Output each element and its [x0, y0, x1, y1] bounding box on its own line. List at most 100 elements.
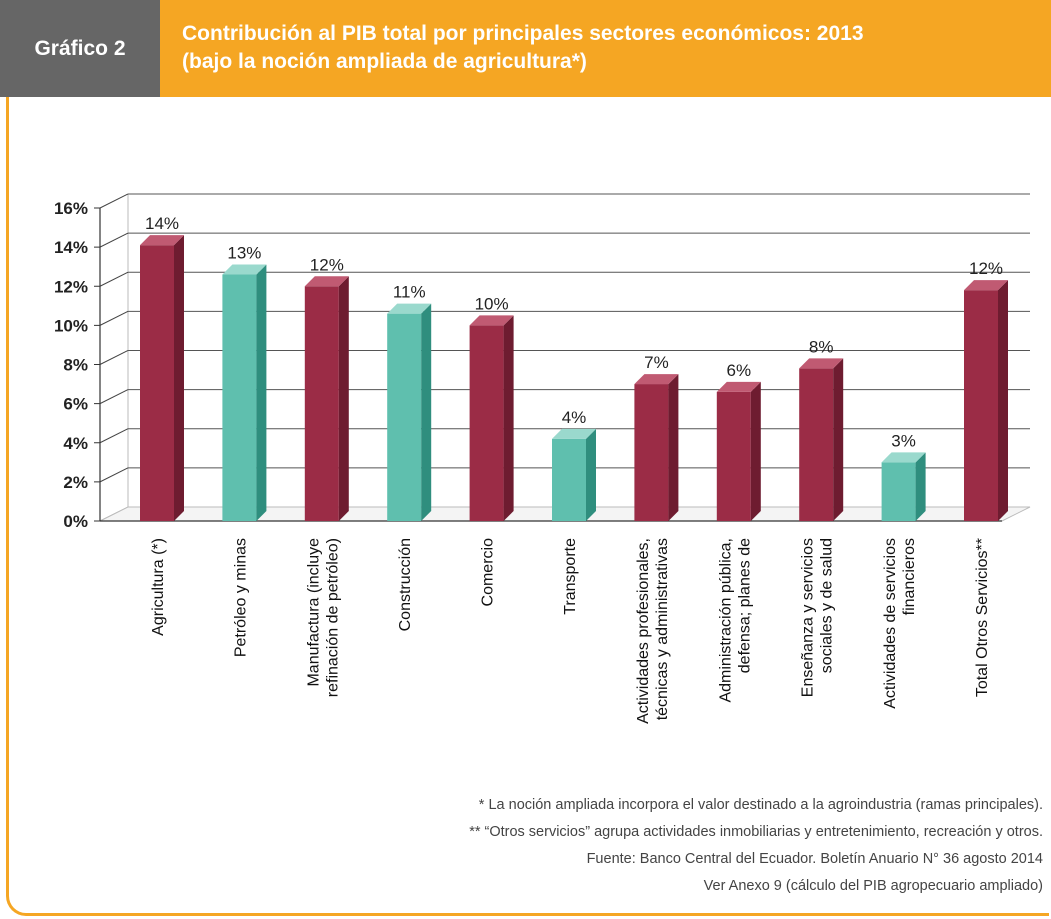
bar	[881, 462, 916, 521]
bar	[716, 391, 751, 521]
bar-top	[469, 315, 514, 326]
x-category-label-line: técnicas y administrativas	[654, 538, 671, 720]
grid-connector	[99, 389, 129, 405]
footnote-2: ** “Otros servicios” agrupa actividades …	[469, 824, 1043, 840]
x-category-label-line: Enseñanza y servicios	[800, 538, 817, 697]
x-category-label-line: financieros	[901, 538, 918, 615]
y-tick-label: 16%	[54, 199, 88, 218]
bar-side	[503, 315, 514, 521]
bar-side	[256, 264, 267, 521]
bar-value-label: 12%	[310, 255, 344, 274]
y-tick-label: 0%	[63, 512, 88, 531]
chart-title-line-2: (bajo la noción ampliada de agricultura*…	[182, 50, 587, 73]
grid-connector	[99, 310, 129, 326]
x-category-label-line: Comercio	[480, 538, 497, 607]
bars: 14% 13% 12% 11% 10% 4% 7% 6% 8% 3% 12%	[140, 214, 1008, 521]
bar	[552, 438, 586, 521]
bar-top	[964, 280, 1008, 291]
grid-connector	[99, 271, 129, 287]
header: Gráfico 2 Contribución al PIB total por …	[0, 0, 1051, 97]
bar-side	[998, 280, 1008, 521]
source-note: Fuente: Banco Central del Ecuador. Bolet…	[586, 851, 1043, 867]
bar	[387, 313, 422, 521]
bar-value-label: 10%	[475, 294, 509, 313]
bar-top	[552, 428, 596, 439]
bar-side	[668, 374, 679, 521]
y-tick-label: 2%	[63, 473, 88, 492]
y-tick-label: 4%	[63, 434, 88, 453]
bar-top	[716, 381, 761, 392]
x-category-label: Petróleo y minas	[232, 538, 249, 657]
x-category-label-line: Manufactura (incluye	[305, 538, 322, 687]
bar-value-label: 4%	[562, 408, 587, 427]
bar	[634, 384, 669, 521]
x-category-label-line: Transporte	[562, 538, 579, 615]
x-category-label-line: refinación de petróleo)	[324, 538, 341, 697]
bar-value-label: 8%	[809, 337, 834, 356]
x-category-label: Actividades profesionales, técnicas y adm…	[635, 538, 671, 724]
bar-top	[634, 374, 679, 385]
x-category-label: Agricultura (*)	[150, 538, 167, 636]
x-category-label-line: Construcción	[397, 538, 414, 631]
grid-connector	[99, 232, 129, 248]
x-category-label: Construcción	[397, 538, 414, 631]
x-category-label-line: defensa; planes de	[736, 538, 753, 673]
x-category-label: Actividades de servicios financieros	[882, 538, 918, 709]
bar	[964, 290, 998, 521]
bar-side	[750, 381, 761, 521]
y-tick-label: 12%	[54, 277, 88, 296]
bar-side	[833, 358, 844, 521]
y-tick-label: 14%	[54, 238, 88, 257]
annex-note: Ver Anexo 9 (cálculo del PIB agropecuari…	[703, 878, 1043, 894]
bar-value-label: 11%	[393, 283, 426, 302]
bar-value-label: 3%	[891, 431, 916, 450]
x-category-label-line: Actividades profesionales,	[635, 538, 652, 724]
chart-title: Contribución al PIB total por principale…	[160, 0, 1051, 97]
x-category-label-line: Agricultura (*)	[150, 538, 167, 636]
x-category-label: Enseñanza y servicios sociales y de salud	[800, 538, 836, 697]
bar-side	[586, 428, 596, 521]
bar-value-label: 12%	[969, 259, 1003, 278]
bar-side	[915, 452, 926, 521]
bar	[304, 286, 339, 521]
bar-side	[421, 303, 432, 521]
y-tick-label: 6%	[63, 395, 88, 414]
x-category-label-line: sociales y de salud	[819, 538, 836, 673]
bar-top	[387, 303, 432, 314]
bar-top	[881, 452, 926, 463]
x-category-label-line: Total Otros Servicios**	[974, 538, 991, 697]
x-category-label-line: Actividades de servicios	[882, 538, 899, 709]
grid-connector	[99, 467, 129, 483]
bar-side	[338, 276, 349, 521]
bar-value-label: 6%	[727, 361, 752, 380]
x-category-label-line: Administración pública,	[717, 538, 734, 703]
chart-number-label: Gráfico 2	[0, 0, 160, 97]
x-category-label: Manufactura (incluye refinación de petról…	[305, 538, 341, 697]
x-category-label: Administración pública, defensa; planes d…	[717, 538, 753, 703]
x-category-label: Total Otros Servicios**	[974, 538, 991, 697]
footnote-1: * La noción ampliada incorpora el valor …	[478, 797, 1043, 813]
bar-side	[174, 235, 184, 521]
grid-connector	[99, 350, 129, 365]
x-category-label: Comercio	[480, 538, 497, 607]
chart-title-line-1: Contribución al PIB total por principale…	[182, 22, 864, 45]
y-tick-label: 10%	[54, 316, 88, 335]
grid-connector	[99, 193, 129, 209]
bar-value-label: 7%	[644, 353, 669, 372]
x-axis-labels: Agricultura (*) Petróleo y minas Manufactu…	[150, 538, 991, 724]
bar-value-label: 13%	[227, 244, 261, 263]
bar-top	[140, 235, 184, 246]
chart-frame	[6, 97, 1049, 916]
footnotes: * La noción ampliada incorpora el valor …	[469, 792, 1043, 900]
bar	[222, 274, 257, 521]
x-category-label-line: Petróleo y minas	[232, 538, 249, 657]
y-axis: 0% 2% 4% 6% 8% 10% 12% 14% 16%	[54, 199, 1002, 531]
grid-connector	[99, 428, 129, 444]
x-category-label: Transporte	[562, 538, 579, 615]
bar-top	[304, 276, 349, 287]
bar-top	[799, 358, 844, 369]
bar-value-label: 14%	[145, 214, 179, 233]
bar	[469, 325, 504, 521]
y-tick-label: 8%	[63, 356, 88, 375]
